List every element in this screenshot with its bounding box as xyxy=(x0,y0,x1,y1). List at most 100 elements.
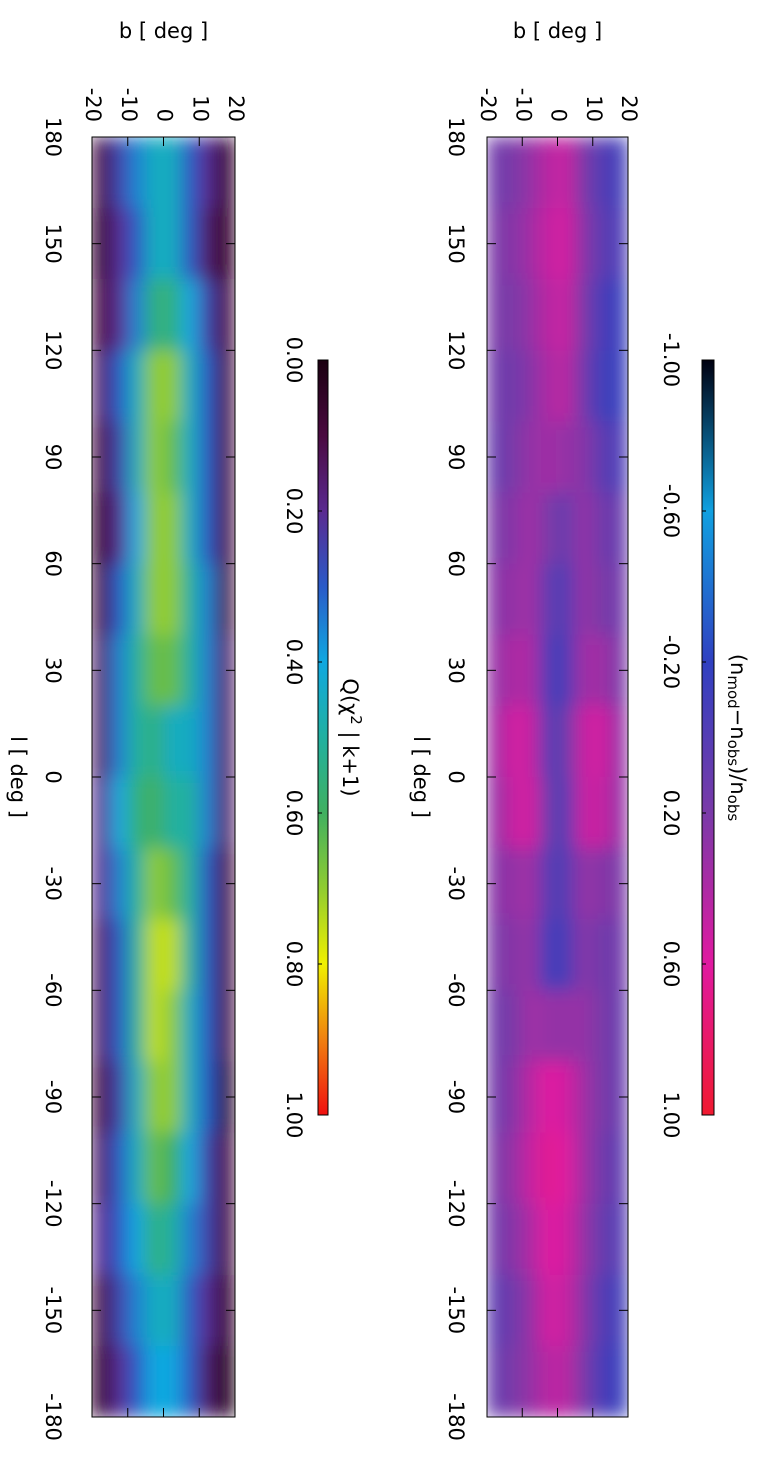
y-tick-label: -20 xyxy=(476,88,500,122)
y-tick-label: -10 xyxy=(511,88,535,122)
heat-cell xyxy=(198,990,218,1062)
colorbar-title-part: )/n xyxy=(726,766,750,795)
heat-cell xyxy=(180,634,200,707)
heat-cell xyxy=(163,848,182,920)
x-tick-label: 120 xyxy=(444,330,468,370)
heat-cell xyxy=(574,563,593,636)
heat-cell xyxy=(521,634,540,707)
heat-cell xyxy=(487,919,505,991)
heat-cell xyxy=(127,919,146,991)
heat-cell xyxy=(109,1132,128,1205)
heat-cell xyxy=(198,848,218,920)
colorbar-title-part: | k+1) xyxy=(337,725,362,797)
x-tick-label: -30 xyxy=(41,867,65,901)
heat-cell xyxy=(216,919,235,991)
x-tick-label: 180 xyxy=(41,117,65,157)
heat-cell xyxy=(592,705,611,778)
heat-cell xyxy=(127,1274,146,1347)
heat-cell xyxy=(539,1061,558,1134)
heat-cell xyxy=(216,492,235,565)
heat-cell xyxy=(109,777,128,849)
heat-cell xyxy=(198,777,218,849)
x-tick-label: 180 xyxy=(444,117,468,157)
colorbar-tick-label: 0.20 xyxy=(659,790,683,837)
x-tick-label: -90 xyxy=(41,1080,65,1114)
heat-cell xyxy=(521,1274,540,1347)
heat-cell xyxy=(216,350,235,422)
heat-cell xyxy=(163,421,182,494)
heat-cell xyxy=(198,492,218,565)
heat-cell xyxy=(592,777,611,849)
heat-cell xyxy=(592,137,611,209)
heat-cell xyxy=(198,421,218,494)
heat-cell xyxy=(504,1203,523,1276)
heat-cell xyxy=(109,421,128,494)
colorbar-title-part: obs xyxy=(724,740,742,767)
heat-cell xyxy=(180,848,200,920)
heat-cell xyxy=(609,705,628,778)
heat-cell xyxy=(557,563,576,636)
heat-cell xyxy=(127,208,146,280)
heat-cell xyxy=(92,705,110,778)
x-tick-label: -120 xyxy=(41,1180,65,1228)
heat-cell xyxy=(539,634,558,707)
heat-cell xyxy=(592,279,611,351)
y-tick-label: 10 xyxy=(188,95,212,122)
heat-cell xyxy=(109,279,128,351)
heat-cell xyxy=(539,563,558,636)
colorbar-title: Q(χ2 | k+1) xyxy=(337,678,365,796)
heat-cell xyxy=(216,1061,235,1134)
heat-cell xyxy=(539,421,558,494)
colorbar-tick-label: -0.60 xyxy=(659,484,683,538)
heat-cell xyxy=(504,634,523,707)
heat-cell xyxy=(216,634,235,707)
heat-cell xyxy=(109,492,128,565)
heat-cell xyxy=(180,990,200,1062)
heat-cell xyxy=(145,990,164,1062)
colorbar xyxy=(317,359,329,1116)
heat-cell xyxy=(487,563,505,636)
heat-cell xyxy=(180,421,200,494)
x-tick-label: -180 xyxy=(444,1393,468,1441)
x-tick-label: 90 xyxy=(444,444,468,471)
heat-cell xyxy=(574,421,593,494)
heat-cells xyxy=(487,137,628,1417)
heat-cell xyxy=(592,919,611,991)
heat-cell xyxy=(487,1132,505,1205)
heat-cell xyxy=(574,919,593,991)
heatmap xyxy=(487,137,628,1417)
heat-cell xyxy=(163,350,182,422)
heat-cell xyxy=(145,848,164,920)
heat-cell xyxy=(557,1061,576,1134)
heat-cell xyxy=(198,705,218,778)
heat-cell xyxy=(109,848,128,920)
heat-cell xyxy=(92,492,110,565)
colorbar-tick-label: 1.00 xyxy=(282,1092,306,1139)
heat-cell xyxy=(609,137,628,209)
heat-cell xyxy=(145,1061,164,1134)
heat-cell xyxy=(198,208,218,280)
colorbar-title-part: obs xyxy=(724,795,742,822)
heat-cell xyxy=(609,1132,628,1205)
heat-cell xyxy=(504,1061,523,1134)
heat-cell xyxy=(592,492,611,565)
heat-cell xyxy=(487,279,505,351)
colorbar-title: (nmod−nobs)/nobs xyxy=(724,654,750,822)
heat-cell xyxy=(592,421,611,494)
x-tick-label: -60 xyxy=(41,973,65,1007)
heat-cell xyxy=(557,350,576,422)
heat-cell xyxy=(574,492,593,565)
heat-cell xyxy=(127,990,146,1062)
heat-cell xyxy=(180,492,200,565)
heat-cell xyxy=(180,1061,200,1134)
heat-cell xyxy=(145,1203,164,1276)
heat-cell xyxy=(198,279,218,351)
heat-cell xyxy=(504,279,523,351)
heat-cell xyxy=(592,208,611,280)
heat-cell xyxy=(609,563,628,636)
heat-cell xyxy=(539,492,558,565)
heat-cell xyxy=(163,1345,182,1417)
heat-cell xyxy=(574,990,593,1062)
y-tick-label: 0 xyxy=(153,109,177,122)
heat-cell xyxy=(198,350,218,422)
